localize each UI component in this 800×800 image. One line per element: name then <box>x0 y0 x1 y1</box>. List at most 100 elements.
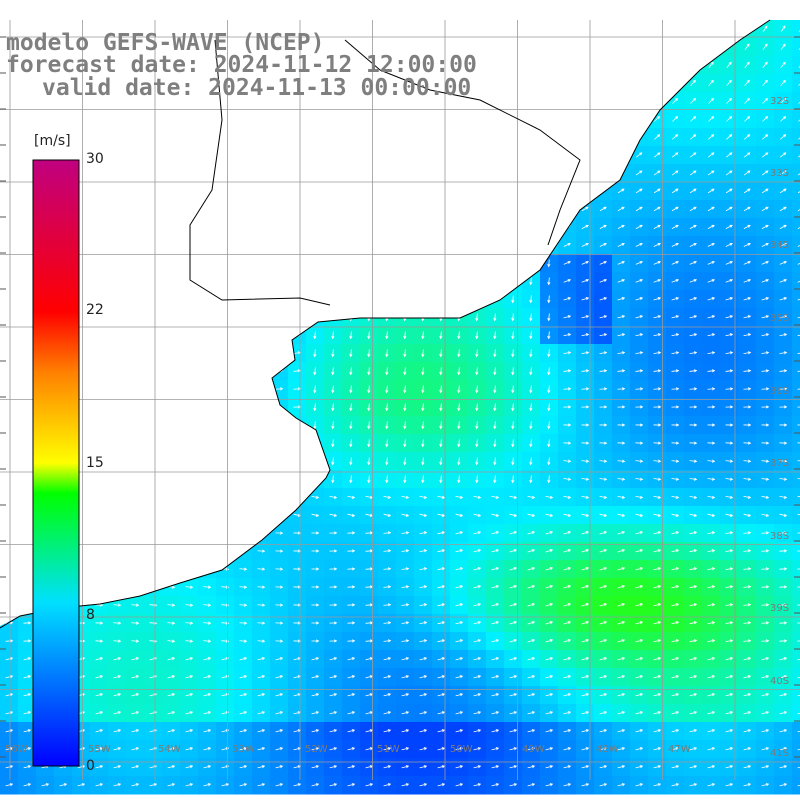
wind-cell <box>414 182 433 201</box>
wind-cell <box>108 452 127 471</box>
wind-arrow <box>23 603 32 607</box>
wind-cell <box>180 452 199 471</box>
wind-arrow <box>797 369 800 373</box>
wind-arrow <box>653 297 662 301</box>
wind-arrow <box>547 331 551 340</box>
wind-arrow <box>437 729 446 733</box>
wind-arrow <box>239 405 248 409</box>
wind-cell <box>144 254 163 273</box>
wind-cell <box>792 56 800 75</box>
wind-arrow <box>131 351 140 355</box>
wind-cell <box>270 218 289 237</box>
wind-arrow <box>529 223 533 232</box>
wind-arrow <box>239 657 248 661</box>
wind-cell <box>216 182 235 201</box>
wind-cell <box>468 200 487 219</box>
wind-arrow <box>457 403 461 412</box>
wind-cell <box>144 110 163 129</box>
wind-arrow <box>563 747 572 751</box>
wind-arrow <box>529 151 533 160</box>
wind-arrow <box>167 495 176 499</box>
wind-arrow <box>367 475 371 484</box>
wind-arrow <box>689 783 698 787</box>
wind-arrow <box>529 133 533 142</box>
wind-cell <box>252 218 271 237</box>
wind-cell <box>360 308 379 327</box>
wind-cell <box>180 524 199 543</box>
wind-arrow <box>491 657 500 661</box>
wind-cell <box>324 128 343 147</box>
wind-arrow <box>185 441 194 445</box>
wind-arrow <box>780 134 787 140</box>
wind-arrow <box>257 711 266 715</box>
wind-arrow <box>618 79 624 86</box>
wind-arrow <box>240 116 247 122</box>
wind-cell <box>90 506 109 525</box>
wind-arrow <box>329 693 338 697</box>
wind-arrow <box>779 152 787 158</box>
wind-arrow <box>725 459 734 463</box>
wind-arrow <box>672 61 678 68</box>
wind-arrow <box>5 603 14 607</box>
wind-arrow <box>563 170 571 176</box>
wind-cell <box>234 218 253 237</box>
wind-arrow <box>761 441 770 445</box>
wind-arrow <box>113 531 122 535</box>
wind-arrow <box>367 349 371 358</box>
wind-arrow <box>725 495 734 499</box>
wind-arrow <box>313 475 317 484</box>
wind-arrow <box>511 205 515 214</box>
wind-cell <box>558 74 577 93</box>
wind-arrow <box>239 188 247 194</box>
wind-arrow <box>239 513 248 517</box>
wind-arrow <box>403 43 407 52</box>
wind-arrow <box>421 241 425 250</box>
wind-arrow <box>113 405 122 409</box>
wind-arrow <box>707 747 716 751</box>
wind-arrow <box>743 711 752 715</box>
valid-date: valid date: 2024-11-13 00:00:00 <box>42 75 472 101</box>
wind-arrow <box>635 297 644 301</box>
wind-arrow <box>403 421 407 430</box>
wind-cell <box>234 308 253 327</box>
wind-arrow <box>5 585 14 589</box>
wind-cell <box>324 182 343 201</box>
wind-arrow <box>689 675 698 679</box>
wind-arrow <box>581 513 590 517</box>
wind-arrow <box>113 603 122 607</box>
wind-arrow <box>95 639 104 643</box>
wind-arrow <box>689 621 698 625</box>
wind-arrow <box>511 385 515 394</box>
wind-cell <box>540 110 559 129</box>
wind-arrow <box>5 729 14 733</box>
wind-arrow <box>167 152 175 158</box>
wind-arrow <box>635 351 644 355</box>
wind-arrow <box>707 585 716 589</box>
wind-cell <box>180 398 199 417</box>
wind-arrow <box>421 43 425 52</box>
wind-arrow <box>95 369 104 373</box>
wind-arrow <box>671 260 680 265</box>
wind-arrow <box>761 315 770 319</box>
wind-arrow <box>331 205 335 214</box>
wind-arrow <box>403 205 407 214</box>
wind-arrow <box>617 405 626 409</box>
wind-arrow <box>421 439 425 448</box>
wind-arrow <box>743 224 751 229</box>
wind-arrow <box>564 43 570 51</box>
wind-arrow <box>275 711 284 715</box>
wind-arrow <box>293 152 301 158</box>
wind-arrow <box>581 333 590 337</box>
wind-arrow <box>257 152 265 158</box>
wind-cell <box>306 236 325 255</box>
wind-cell <box>108 470 127 489</box>
wind-cell <box>270 308 289 327</box>
wind-arrow <box>509 567 518 571</box>
wind-cell <box>270 290 289 309</box>
wind-cell <box>666 38 685 57</box>
wind-arrow <box>725 351 734 355</box>
wind-arrow <box>239 693 248 697</box>
wind-arrow <box>439 25 443 34</box>
wind-arrow <box>725 675 734 679</box>
wind-arrow <box>635 693 644 697</box>
